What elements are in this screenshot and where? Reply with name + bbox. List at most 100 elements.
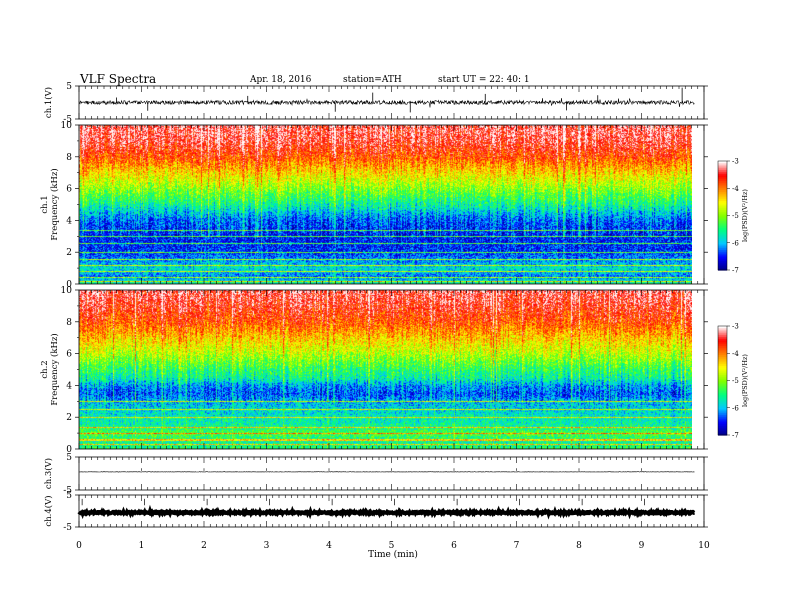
colorbar-swatch bbox=[718, 336, 727, 340]
colorbar-swatch bbox=[718, 342, 727, 345]
y-tick-label: 8 bbox=[66, 153, 72, 163]
colorbar-swatch bbox=[718, 356, 727, 360]
colorbar-swatch bbox=[718, 345, 727, 349]
colorbar-swatch bbox=[718, 266, 727, 269]
colorbar-label: log(PSD)(V²/Hz) bbox=[741, 189, 749, 242]
colorbar-swatch bbox=[718, 177, 727, 180]
waveform-trace bbox=[78, 470, 695, 473]
x-tick-label: 6 bbox=[451, 541, 457, 551]
colorbar-swatch bbox=[718, 360, 727, 363]
colorbar-swatch bbox=[718, 411, 727, 414]
colorbar-swatch bbox=[718, 364, 727, 367]
colorbar-swatch bbox=[718, 195, 727, 198]
y-tick-label: 10 bbox=[61, 286, 73, 296]
colorbar-tick-label: -7 bbox=[732, 267, 739, 275]
colorbar-swatch bbox=[718, 433, 727, 436]
colorbar-swatch bbox=[718, 351, 727, 354]
ch2-spectrogram: 0 2 4 6 8 10 ch.2 Frequency (kHz) -3 -4 -5 -6 -7 log(… bbox=[40, 286, 749, 455]
colorbar-swatch bbox=[718, 396, 727, 400]
colorbar-swatch bbox=[718, 206, 727, 209]
ch1-spectrogram: 0 2 4 6 8 10 ch.1 Frequency (kHz) -3 -4 -5 -6 -7 log(… bbox=[40, 121, 749, 290]
y-tick-label: 4 bbox=[66, 381, 72, 391]
y-tick-label: 8 bbox=[66, 318, 72, 328]
colorbar-swatch bbox=[718, 188, 727, 191]
y-axis-label-channel: ch.1 bbox=[40, 195, 50, 213]
colorbar-tick-label: -6 bbox=[732, 239, 739, 247]
colorbar-swatch bbox=[718, 333, 727, 336]
y-axis-label-frequency: Frequency (kHz) bbox=[49, 333, 60, 405]
colorbar-swatch bbox=[718, 422, 727, 425]
x-tick-label: 9 bbox=[639, 541, 645, 551]
colorbar-swatch bbox=[718, 242, 727, 246]
x-tick-label: 3 bbox=[264, 541, 270, 551]
colorbar-swatch bbox=[718, 344, 727, 347]
colorbar-swatch bbox=[718, 240, 727, 244]
colorbar-swatch bbox=[718, 213, 727, 217]
colorbar-swatch bbox=[718, 184, 727, 188]
colorbar-swatch bbox=[718, 367, 727, 371]
colorbar-swatch bbox=[718, 378, 727, 382]
colorbar-swatch bbox=[718, 393, 727, 396]
colorbar: -3 -4 -5 -6 -7 log(PSD)(V²/Hz) bbox=[717, 158, 749, 275]
colorbar-swatch bbox=[718, 217, 727, 220]
station-label: station=ATH bbox=[343, 75, 402, 85]
colorbar-swatch bbox=[718, 391, 727, 394]
colorbar-swatch bbox=[718, 233, 727, 237]
colorbar-swatch bbox=[718, 413, 727, 416]
colorbar-swatch bbox=[718, 208, 727, 211]
colorbar-swatch bbox=[718, 365, 727, 369]
colorbar-swatch bbox=[718, 347, 727, 351]
colorbar-swatch bbox=[718, 429, 727, 432]
colorbar-swatch bbox=[718, 166, 727, 169]
colorbar-swatch bbox=[718, 244, 727, 247]
colorbar-swatch bbox=[718, 186, 727, 189]
colorbar-swatch bbox=[718, 331, 727, 334]
colorbar-swatch bbox=[718, 173, 727, 177]
colorbar-swatch bbox=[718, 257, 727, 260]
y-tick-label: 4 bbox=[66, 216, 72, 226]
colorbar-swatch bbox=[718, 191, 727, 195]
colorbar-tick-label: -4 bbox=[732, 185, 739, 193]
y-axis-label: ch.1 Frequency (kHz) bbox=[40, 168, 60, 240]
colorbar-swatch bbox=[718, 382, 727, 385]
colorbar-swatch bbox=[718, 355, 727, 358]
y-axis-label: ch.2 Frequency (kHz) bbox=[40, 333, 60, 405]
colorbar-swatch bbox=[718, 415, 727, 418]
colorbar-swatch bbox=[718, 246, 727, 249]
x-tick-label: 2 bbox=[201, 541, 207, 551]
y-tick-label: -5 bbox=[63, 523, 72, 533]
y-tick-label: 10 bbox=[61, 121, 73, 131]
colorbar-swatch bbox=[718, 405, 727, 409]
colorbar-tick-label: -6 bbox=[732, 404, 739, 412]
colorbar-swatch bbox=[718, 253, 727, 257]
colorbar-swatch bbox=[718, 210, 727, 213]
colorbar-swatch bbox=[718, 395, 727, 398]
colorbar-swatch bbox=[718, 402, 727, 405]
colorbar-swatch bbox=[718, 202, 727, 206]
colorbar-label: log(PSD)(V²/Hz) bbox=[741, 354, 749, 407]
colorbar-swatch bbox=[718, 335, 727, 338]
colorbar-swatch bbox=[718, 371, 727, 374]
colorbar-swatch bbox=[718, 380, 727, 383]
spectrogram-image bbox=[79, 125, 692, 284]
x-tick-label: 1 bbox=[139, 541, 145, 551]
colorbar-swatch bbox=[718, 425, 727, 429]
colorbar-swatch bbox=[718, 231, 727, 235]
colorbar-swatch bbox=[718, 248, 727, 251]
colorbar-swatch bbox=[718, 431, 727, 434]
colorbar-swatch bbox=[718, 407, 727, 411]
colorbar-tick-label: -7 bbox=[732, 432, 739, 440]
colorbar-swatch bbox=[718, 349, 727, 353]
colorbar-swatch bbox=[718, 161, 727, 164]
colorbar-swatch bbox=[718, 226, 727, 229]
y-tick-label: 6 bbox=[66, 185, 72, 195]
colorbar-swatch bbox=[718, 222, 727, 226]
colorbar-swatch bbox=[718, 262, 727, 266]
y-axis-label-channel: ch.2 bbox=[40, 360, 50, 378]
figure-title: VLF Spectra bbox=[79, 72, 156, 86]
colorbar-swatch bbox=[718, 251, 727, 255]
colorbar-swatch bbox=[718, 338, 727, 342]
colorbar-swatch bbox=[718, 228, 727, 231]
